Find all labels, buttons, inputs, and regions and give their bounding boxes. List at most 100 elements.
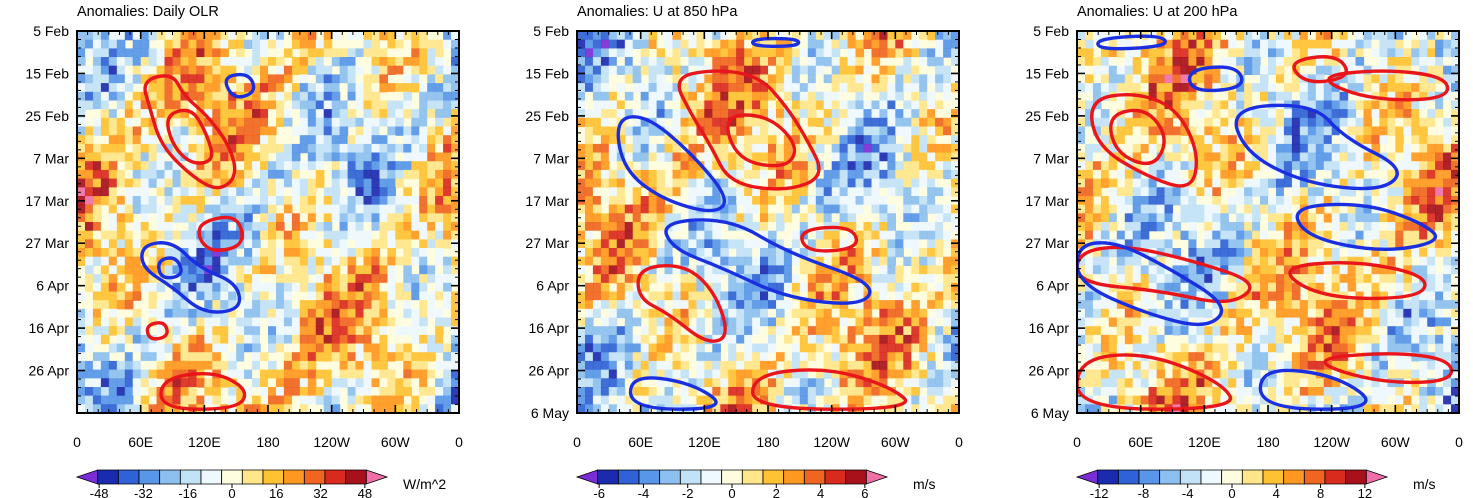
field-cell xyxy=(132,196,142,206)
field-cell xyxy=(116,239,126,249)
field-cell xyxy=(204,152,213,162)
field-cell xyxy=(903,48,912,58)
field-cell xyxy=(140,39,150,49)
field-cell xyxy=(124,230,134,240)
field-cell xyxy=(887,178,896,188)
field-cell xyxy=(577,317,586,327)
field-cell xyxy=(252,83,261,93)
field-cell xyxy=(148,100,158,110)
field-cell xyxy=(252,334,261,345)
field-cell xyxy=(443,317,452,327)
field-cell xyxy=(124,256,134,266)
field-cell xyxy=(672,369,682,379)
field-cell xyxy=(696,65,705,75)
field-cell xyxy=(188,187,197,197)
field-cell xyxy=(387,395,396,405)
field-cell xyxy=(911,274,920,284)
field-cell xyxy=(403,282,412,293)
field-cell xyxy=(339,239,349,249)
field-cell xyxy=(347,135,357,145)
field-cell xyxy=(680,274,690,284)
field-cell xyxy=(92,204,102,214)
field-cell xyxy=(291,387,301,397)
field-cell xyxy=(823,178,833,188)
field-cell xyxy=(624,187,634,197)
field-cell xyxy=(871,248,881,258)
field-cell xyxy=(1140,83,1150,93)
field-cell xyxy=(1148,83,1158,93)
field-cell xyxy=(1315,74,1325,84)
field-cell xyxy=(220,343,229,353)
field-cell xyxy=(799,204,809,214)
field-cell xyxy=(847,274,857,284)
field-cell xyxy=(132,308,142,319)
field-cell xyxy=(172,152,182,162)
field-cell xyxy=(1403,74,1412,84)
field-cell xyxy=(887,282,896,293)
field-cell xyxy=(871,387,881,397)
field-cell xyxy=(744,369,753,379)
field-cell xyxy=(363,169,373,180)
field-cell xyxy=(85,282,94,293)
field-cell xyxy=(291,169,301,180)
field-cell xyxy=(791,143,801,154)
field-cell xyxy=(411,152,420,162)
field-cell xyxy=(443,187,452,197)
field-cell xyxy=(443,152,452,162)
field-cell xyxy=(347,117,357,128)
field-cell xyxy=(108,282,118,293)
field-cell xyxy=(347,334,357,345)
field-cell xyxy=(1220,57,1229,67)
field-cell xyxy=(879,230,888,240)
field-cell xyxy=(585,117,594,128)
field-cell xyxy=(196,31,205,41)
field-cell xyxy=(164,196,174,206)
field-cell xyxy=(347,213,357,223)
field-cell xyxy=(451,169,459,180)
field-cell xyxy=(116,369,126,379)
field-cell xyxy=(823,274,833,284)
field-cell xyxy=(632,239,642,249)
field-cell xyxy=(85,378,94,388)
field-cell xyxy=(1236,100,1245,110)
field-cell xyxy=(299,91,309,102)
field-cell xyxy=(363,274,373,284)
field-cell xyxy=(411,334,420,345)
field-cell xyxy=(164,230,174,240)
field-cell xyxy=(1451,65,1459,75)
field-cell xyxy=(815,369,825,379)
field-cell xyxy=(236,300,245,310)
field-cell xyxy=(323,230,333,240)
field-cell xyxy=(1148,143,1158,154)
field-cell xyxy=(911,83,920,93)
field-cell xyxy=(863,334,873,345)
field-cell xyxy=(116,291,126,301)
field-cell xyxy=(1307,109,1317,119)
field-cell xyxy=(704,126,713,136)
field-cell xyxy=(1236,143,1245,154)
field-cell xyxy=(911,57,920,67)
field-cell xyxy=(156,31,166,41)
field-cell xyxy=(291,152,301,162)
y-tick-label: 5 Feb xyxy=(33,23,69,39)
field-cell xyxy=(347,404,357,413)
field-cell xyxy=(92,48,102,58)
field-cell xyxy=(720,100,729,110)
field-cell xyxy=(172,83,182,93)
field-cell xyxy=(307,369,317,379)
field-cell xyxy=(371,109,381,119)
field-cell xyxy=(1124,126,1134,136)
field-cell xyxy=(871,369,881,379)
field-cell xyxy=(1132,57,1142,67)
field-cell xyxy=(1077,117,1086,128)
field-cell xyxy=(323,117,333,128)
field-cell xyxy=(276,222,285,232)
field-cell xyxy=(244,187,253,197)
field-cell xyxy=(188,135,197,145)
field-cell xyxy=(196,291,205,301)
field-cell xyxy=(903,387,912,397)
field-cell xyxy=(1411,65,1420,75)
field-cell xyxy=(1236,126,1245,136)
field-cell xyxy=(108,343,118,353)
field-cell xyxy=(435,343,444,353)
